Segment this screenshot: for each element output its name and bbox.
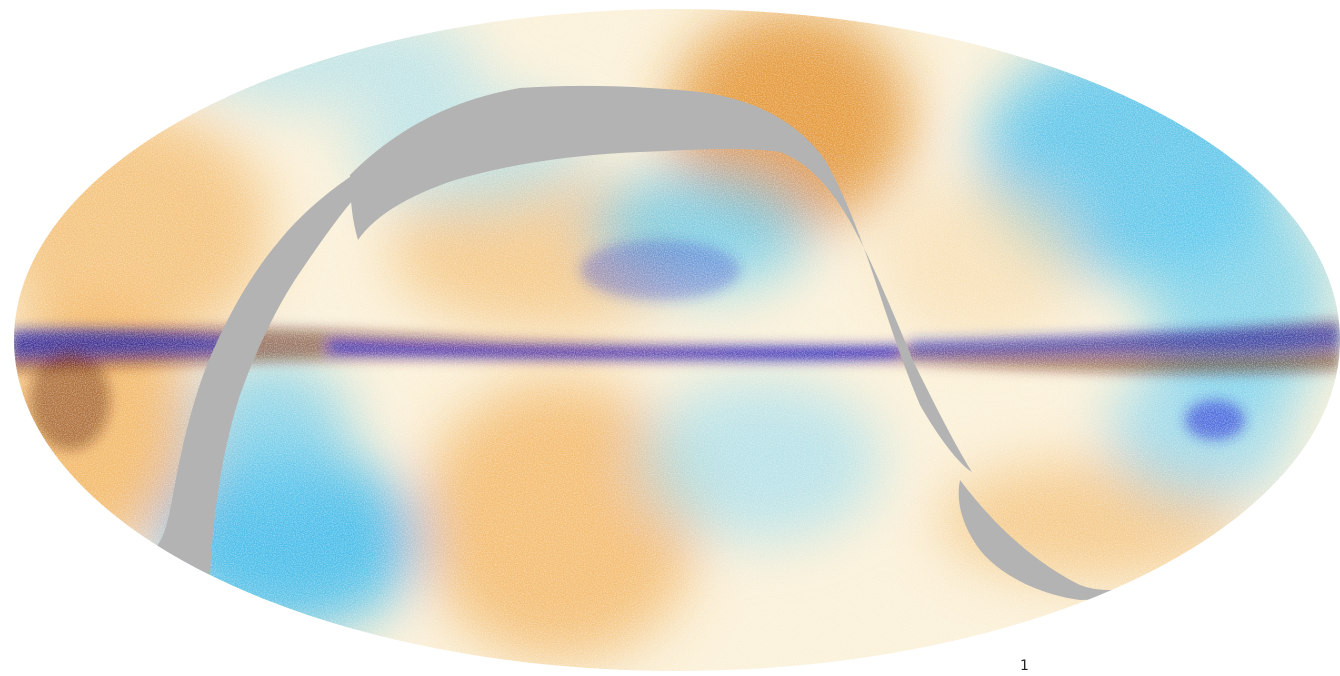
corner-label: 1 [1020, 658, 1029, 674]
